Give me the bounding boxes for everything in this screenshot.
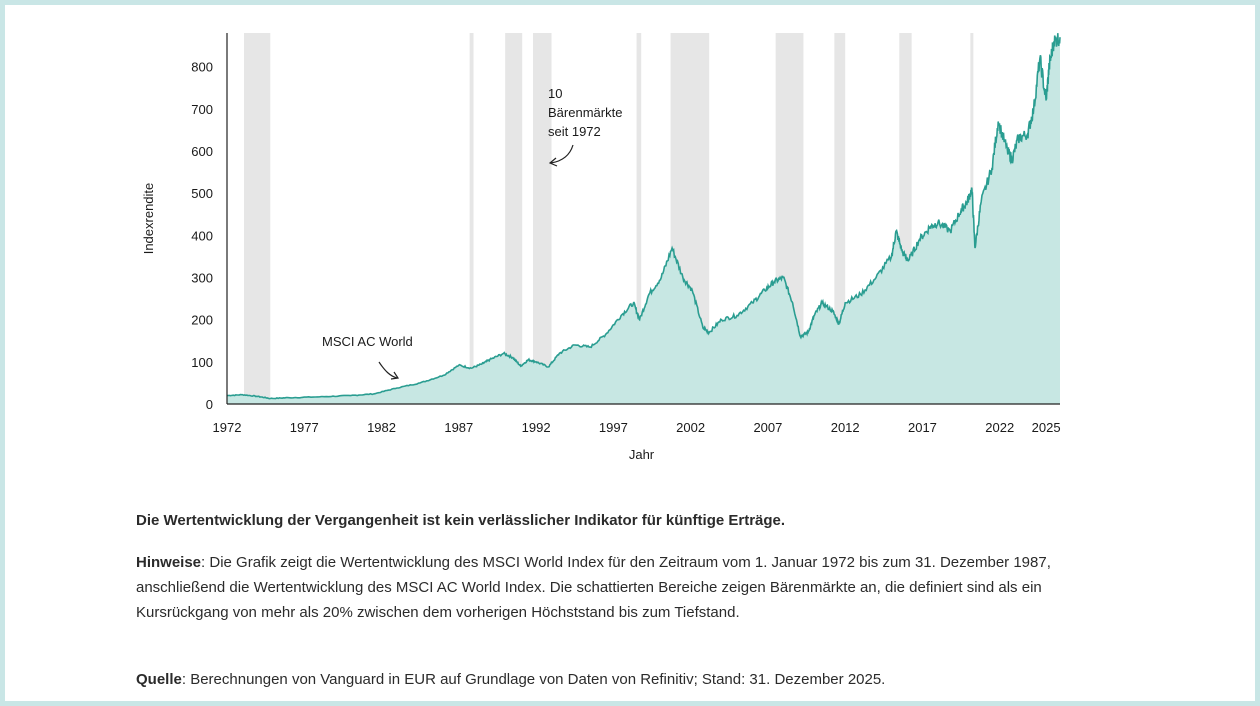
past-performance-disclaimer: Die Wertentwicklung der Vergangenheit is… bbox=[136, 512, 786, 529]
x-tick-label: 1987 bbox=[444, 420, 473, 435]
y-tick-label: 400 bbox=[191, 228, 213, 243]
x-tick-label: 2017 bbox=[908, 420, 937, 435]
index-line bbox=[226, 33, 1061, 400]
y-axis-label: Indexrendite bbox=[141, 183, 156, 255]
bear-market-band-4 bbox=[533, 33, 552, 404]
x-tick-label: 1972 bbox=[213, 420, 242, 435]
x-tick-label: 2002 bbox=[676, 420, 705, 435]
x-tick-label: 1977 bbox=[290, 420, 319, 435]
series-label: MSCI AC World bbox=[322, 334, 413, 349]
y-axis-ticks: 0 100 200 300 400 500 600 700 800 bbox=[191, 60, 213, 412]
y-tick-label: 100 bbox=[191, 355, 213, 370]
bear-market-band-2 bbox=[469, 33, 474, 404]
bear-annotation-arrow bbox=[550, 144, 574, 164]
y-tick-label: 600 bbox=[191, 144, 213, 159]
x-tick-label: 2022 bbox=[985, 420, 1014, 435]
notes-text: : Die Grafik zeigt die Wertentwicklung d… bbox=[136, 554, 1051, 621]
bear-word-label: Bärenmärkte bbox=[548, 105, 622, 120]
series-label-arrow bbox=[378, 361, 398, 379]
content-panel: 0 100 200 300 400 500 600 700 800 1972 1977 1982 19… bbox=[5, 5, 1255, 701]
bear-count-label: 10 bbox=[548, 86, 562, 101]
index-area-fill bbox=[227, 33, 1060, 404]
y-tick-label: 0 bbox=[206, 397, 213, 412]
bear-market-band-5 bbox=[636, 33, 642, 404]
bear-since-label: seit 1972 bbox=[548, 124, 601, 139]
x-tick-label: 1982 bbox=[367, 420, 396, 435]
bear-market-band-1 bbox=[244, 33, 271, 404]
x-tick-label: 1997 bbox=[599, 420, 628, 435]
y-tick-label: 200 bbox=[191, 313, 213, 328]
x-tick-label: 2007 bbox=[753, 420, 782, 435]
x-axis-label: Jahr bbox=[629, 447, 655, 462]
y-tick-label: 300 bbox=[191, 271, 213, 286]
bear-market-band-3 bbox=[505, 33, 523, 404]
notes-label: Hinweise bbox=[136, 554, 202, 571]
bear-annotation-arrowhead bbox=[548, 157, 558, 167]
y-tick-label: 800 bbox=[191, 60, 213, 75]
source-paragraph: Quelle: Berechnungen von Vanguard in EUR… bbox=[136, 667, 1066, 692]
x-axis-ticks: 1972 1977 1982 1987 1992 1997 2002 2007 2012 2017… bbox=[213, 420, 1061, 435]
x-tick-label: 2012 bbox=[831, 420, 860, 435]
x-tick-label: 2025 bbox=[1032, 420, 1061, 435]
y-tick-label: 500 bbox=[191, 186, 213, 201]
x-tick-label: 1992 bbox=[522, 420, 551, 435]
bear-market-band-8 bbox=[834, 33, 846, 404]
y-tick-label: 700 bbox=[191, 102, 213, 117]
source-label: Quelle bbox=[136, 671, 182, 688]
notes-paragraph: Hinweise: Die Grafik zeigt die Wertentwi… bbox=[136, 550, 1066, 625]
series-label-arrowhead bbox=[390, 371, 400, 380]
source-text: : Berechnungen von Vanguard in EUR auf G… bbox=[181, 671, 886, 688]
